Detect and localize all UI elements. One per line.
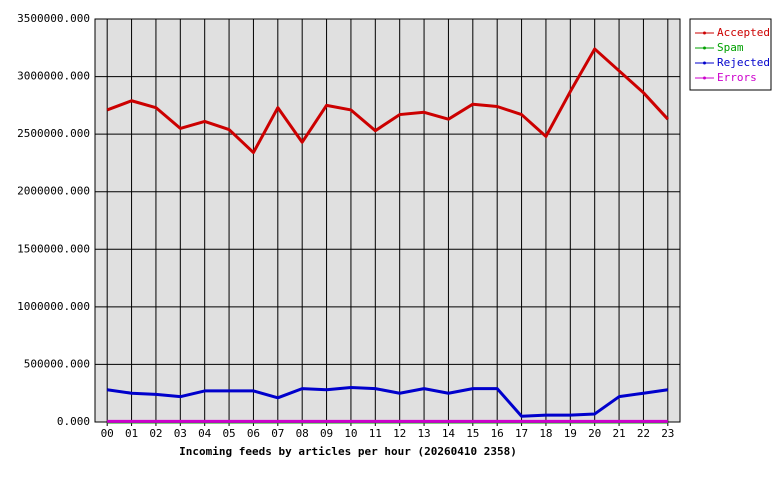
x-tick-label: 15 [466, 427, 479, 440]
x-tick-label: 03 [174, 427, 187, 440]
series-line [106, 47, 669, 155]
x-tick-label: 00 [101, 427, 114, 440]
legend-label: Accepted [717, 26, 770, 39]
x-tick-label: 14 [442, 427, 456, 440]
x-tick-label: 01 [125, 427, 138, 440]
y-tick-label: 3500000.000 [17, 12, 90, 25]
x-tick-label: 05 [222, 427, 235, 440]
y-tick-label: 1000000.000 [17, 300, 90, 313]
x-tick-label: 07 [271, 427, 284, 440]
x-tick-label: 08 [296, 427, 309, 440]
x-tick-label: 23 [661, 427, 674, 440]
legend-marker [703, 31, 706, 35]
legend-marker [703, 46, 706, 50]
plot-area [94, 18, 681, 423]
x-axis-label: Incoming feeds by articles per hour (202… [179, 445, 517, 458]
x-tick-label: 21 [612, 427, 625, 440]
x-tick-label: 09 [320, 427, 333, 440]
x-tick-label: 19 [564, 427, 577, 440]
y-tick-label: 3000000.000 [17, 70, 90, 83]
x-tick-label: 20 [588, 427, 601, 440]
x-tick-label: 02 [149, 427, 162, 440]
y-tick-label: 2500000.000 [17, 127, 90, 140]
x-tick-label: 16 [491, 427, 504, 440]
y-tick-label: 2000000.000 [17, 185, 90, 198]
y-tick-label: 0.000 [57, 415, 90, 428]
y-tick-label: 1500000.000 [17, 242, 90, 255]
x-tick-label: 17 [515, 427, 528, 440]
x-tick-label: 10 [344, 427, 357, 440]
legend-label: Spam [717, 41, 744, 54]
x-tick-label: 18 [539, 427, 552, 440]
x-tick-label: 22 [637, 427, 650, 440]
x-tick-label: 11 [369, 427, 382, 440]
legend-label: Rejected [717, 56, 770, 69]
legend-marker [703, 76, 706, 80]
x-tick-label: 12 [393, 427, 406, 440]
legend-marker [703, 61, 706, 65]
x-tick-label: 13 [417, 427, 430, 440]
x-tick-label: 06 [247, 427, 260, 440]
y-tick-label: 500000.000 [24, 357, 90, 370]
x-tick-label: 04 [198, 427, 212, 440]
series-line [106, 385, 669, 418]
legend-label: Errors [717, 71, 757, 84]
